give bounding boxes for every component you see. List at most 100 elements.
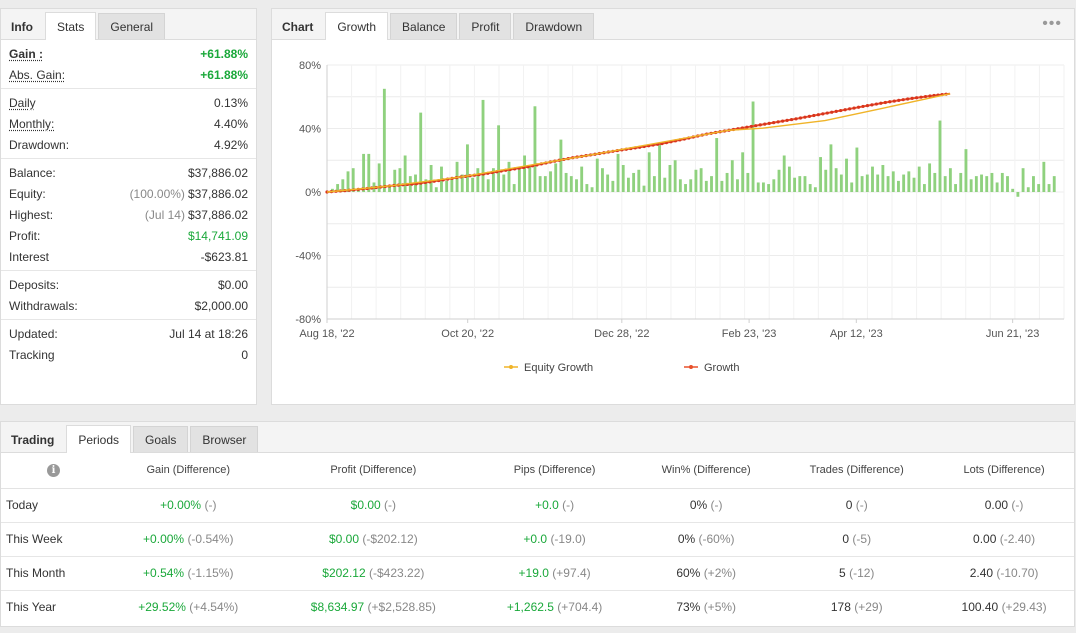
- stat-amount: +61.88%: [200, 67, 248, 82]
- periods-table: i Gain (Difference) Profit (Difference) …: [1, 453, 1074, 624]
- growth-marker: [923, 94, 928, 99]
- growth-marker: [874, 102, 879, 106]
- growth-bar: [969, 179, 973, 192]
- stat-row: Gain : +61.88%: [9, 43, 248, 64]
- trades-difference: (-12): [849, 566, 875, 580]
- growth-bar: [466, 144, 469, 192]
- stat-label[interactable]: Daily: [9, 95, 36, 110]
- stat-group: Deposits: $0.00 Withdrawals: $2,000.00: [1, 271, 256, 320]
- stat-label[interactable]: Gain :: [9, 46, 44, 61]
- y-tick-label: -40%: [295, 251, 321, 263]
- tab-balance[interactable]: Balance: [390, 13, 458, 39]
- growth-marker: [919, 95, 923, 99]
- gain-value: +0.00%: [143, 532, 185, 546]
- growth-marker: [772, 121, 776, 125]
- growth-bar: [746, 172, 750, 192]
- growth-bar: [497, 125, 501, 192]
- stat-value: $37,886.02: [188, 166, 248, 180]
- growth-bar: [575, 179, 578, 192]
- growth-bar: [647, 152, 651, 192]
- growth-bar: [933, 172, 937, 192]
- growth-bar: [549, 171, 552, 192]
- growth-bar: [517, 168, 521, 192]
- stat-value: 4.92%: [214, 138, 248, 152]
- growth-bar: [1026, 187, 1030, 192]
- tab-trading[interactable]: Trading: [11, 433, 55, 447]
- legend-label: Growth: [704, 362, 739, 374]
- stat-label[interactable]: Monthly:: [9, 116, 55, 131]
- growth-marker: [910, 96, 914, 100]
- growth-bar: [616, 153, 620, 192]
- growth-marker: [825, 111, 829, 115]
- growth-marker: [834, 109, 838, 113]
- growth-bar: [839, 174, 843, 192]
- growth-bar: [803, 176, 807, 192]
- pips-value: +0.0: [535, 498, 559, 512]
- stat-value: 0.13%: [214, 96, 248, 110]
- win-value: 0%: [689, 498, 708, 512]
- pips-difference: (+97.4): [552, 566, 591, 580]
- growth-bar: [585, 184, 589, 192]
- cell-win: 0% (-60%): [633, 522, 780, 557]
- col-trades: Trades (Difference): [779, 453, 935, 489]
- growth-bar: [762, 182, 765, 192]
- growth-bar: [704, 180, 708, 192]
- growth-marker: [865, 104, 870, 108]
- tab-general[interactable]: General: [98, 13, 166, 39]
- tab-info[interactable]: Info: [11, 20, 33, 34]
- growth-bar: [819, 157, 822, 192]
- stat-value: 4.40%: [214, 117, 248, 131]
- growth-bar: [995, 182, 999, 192]
- trades-difference: (-5): [852, 532, 872, 546]
- stat-value: (Jul 14) $37,886.02: [145, 208, 248, 222]
- trades-value: 178: [830, 600, 851, 615]
- growth-bar: [611, 180, 615, 192]
- tab-periods[interactable]: Periods: [66, 425, 132, 453]
- stat-amount: $37,886.02: [187, 186, 248, 201]
- tab-goals[interactable]: Goals: [133, 426, 189, 452]
- growth-bar: [954, 184, 957, 192]
- growth-bar: [538, 176, 542, 192]
- pips-difference: (+704.4): [557, 600, 603, 615]
- stat-label[interactable]: Abs. Gain:: [9, 67, 66, 82]
- cell-trades: 5 (-12): [779, 556, 935, 591]
- cell-gain: +0.00% (-0.54%): [106, 522, 271, 557]
- growth-bar: [434, 187, 438, 192]
- profit-difference: (-$423.22): [369, 566, 425, 580]
- tab-browser[interactable]: Browser: [190, 426, 259, 452]
- cell-win: 0% (-): [633, 488, 780, 523]
- stat-label: Balance:: [9, 165, 56, 180]
- chart-panel: Chart Growth Balance Profit Drawdown •••…: [271, 8, 1075, 405]
- stat-group: Daily 0.13% Monthly: 4.40% Drawdown: 4.92%: [1, 89, 256, 159]
- stat-row: Profit: $14,741.09: [9, 225, 248, 246]
- growth-marker: [821, 112, 825, 116]
- info-icon[interactable]: i: [47, 463, 60, 477]
- win-difference: (-): [710, 498, 723, 512]
- growth-bar: [398, 168, 402, 192]
- pips-difference: (-): [562, 498, 575, 512]
- growth-bar: [673, 160, 677, 192]
- tab-growth[interactable]: Growth: [325, 12, 389, 40]
- growth-bar: [523, 155, 526, 192]
- stat-amount: $37,886.02: [187, 207, 248, 222]
- tab-stats[interactable]: Stats: [45, 12, 97, 40]
- tab-drawdown[interactable]: Drawdown: [513, 13, 595, 39]
- growth-marker: [763, 122, 767, 126]
- growth-bar: [720, 180, 724, 192]
- growth-bar: [668, 165, 672, 192]
- stat-label: Interest: [9, 249, 50, 264]
- col-pips: Pips (Difference): [476, 453, 633, 489]
- tab-chart[interactable]: Chart: [282, 20, 314, 34]
- tab-profit[interactable]: Profit: [459, 13, 512, 39]
- growth-bar: [377, 163, 381, 192]
- lots-difference: (-2.40): [999, 532, 1036, 546]
- growth-bar: [974, 176, 978, 192]
- stat-label: Profit:: [9, 228, 41, 243]
- growth-marker: [816, 113, 820, 117]
- growth-marker: [807, 114, 812, 118]
- lots-difference: (-10.70): [996, 566, 1039, 580]
- growth-bar: [860, 176, 864, 192]
- more-dots-icon[interactable]: •••: [1042, 15, 1062, 32]
- growth-marker: [928, 94, 932, 98]
- growth-bar: [855, 147, 859, 192]
